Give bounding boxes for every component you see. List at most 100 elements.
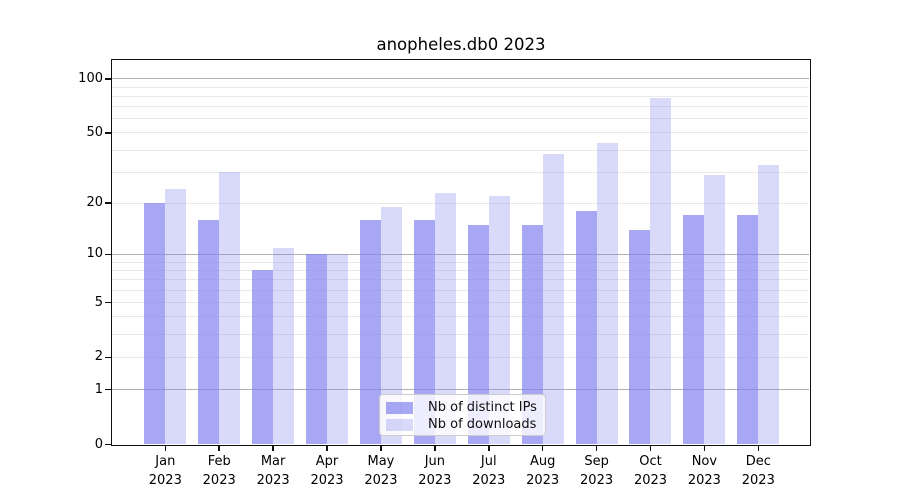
x-tick-mark [649, 446, 652, 451]
y-tick-mark [105, 301, 111, 304]
bar-distinct-ips-oct [629, 229, 651, 445]
legend-label-distinct-ips: Nb of distinct IPs [428, 400, 537, 415]
x-tick-mark [326, 446, 328, 451]
gridline [112, 171, 809, 173]
legend: Nb of distinct IPs Nb of downloads [379, 394, 546, 436]
bar-downloads-dec [758, 165, 780, 445]
x-tick-year: 2023 [472, 473, 506, 488]
gridline [112, 289, 809, 291]
x-tick-year: 2023 [687, 473, 721, 488]
gridline [112, 132, 809, 134]
y-tick-mark [105, 443, 111, 446]
gridline [112, 334, 809, 336]
x-tick-label: Feb 2023 [187, 452, 251, 490]
legend-swatch-distinct-ips [386, 401, 413, 414]
bar-downloads-feb [219, 172, 241, 445]
y-tick-mark [105, 253, 111, 256]
x-tick-month: Aug [529, 454, 556, 469]
x-tick-month: Jul [480, 454, 497, 469]
x-tick-label: Jun 2023 [403, 452, 467, 490]
x-tick-month: Oct [639, 454, 662, 469]
gridline [112, 269, 809, 271]
x-tick-mark [757, 446, 760, 451]
x-tick-label: Aug 2023 [511, 452, 575, 490]
bar-downloads-jul [488, 196, 510, 445]
x-tick-month: Mar [260, 454, 286, 469]
x-tick-mark [272, 446, 274, 451]
bar-downloads-aug [542, 154, 564, 445]
y-tick-label: 1 [94, 381, 103, 397]
bar-distinct-ips-may [359, 219, 381, 445]
gridline [112, 106, 809, 108]
legend-item-distinct-ips: Nb of distinct IPs [380, 399, 545, 416]
bar-distinct-ips-aug [521, 224, 543, 445]
bar-downloads-oct [650, 98, 672, 445]
x-tick-month: Nov [691, 454, 718, 469]
y-tick-label: 2 [94, 349, 103, 365]
gridline [112, 389, 809, 391]
x-tick-mark [488, 446, 490, 451]
bar-distinct-ips-mar [252, 270, 274, 445]
bar-downloads-jun [434, 192, 456, 445]
x-tick-year: 2023 [741, 473, 775, 488]
bar-distinct-ips-nov [683, 215, 705, 445]
y-tick-mark [105, 202, 111, 204]
y-tick-label: 50 [86, 124, 103, 140]
y-tick-mark [105, 78, 111, 80]
bar-downloads-nov [704, 174, 726, 445]
bar-downloads-jan [165, 189, 187, 445]
y-tick-mark [105, 388, 111, 391]
x-tick-month: Sep [584, 454, 609, 469]
y-tick-mark [105, 132, 111, 134]
x-tick-label: Sep 2023 [565, 452, 629, 490]
gridline [112, 78, 809, 80]
gridline [112, 316, 809, 318]
x-tick-year: 2023 [580, 473, 614, 488]
gridline [112, 253, 809, 255]
x-tick-year: 2023 [256, 473, 290, 488]
y-tick-label: 0 [94, 436, 103, 452]
x-tick-label: Apr 2023 [295, 452, 359, 490]
y-tick-label: 5 [94, 294, 103, 310]
x-tick-label: Jan 2023 [133, 452, 197, 490]
gridline [112, 95, 809, 97]
x-tick-month: May [367, 454, 395, 469]
gridline [112, 261, 809, 263]
chart-title: anopheles.db0 2023 [376, 35, 546, 54]
legend-item-downloads: Nb of downloads [380, 416, 545, 433]
x-tick-year: 2023 [633, 473, 668, 488]
y-tick-label: 100 [78, 70, 103, 86]
bar-distinct-ips-sep [575, 211, 597, 445]
bar-downloads-may [380, 207, 402, 445]
x-tick-month: Jan [155, 454, 176, 469]
x-tick-mark [218, 446, 220, 451]
x-tick-mark [595, 446, 598, 451]
x-tick-mark [380, 446, 382, 451]
bar-downloads-apr [327, 254, 349, 445]
x-tick-mark [434, 446, 436, 451]
gridline [112, 356, 809, 358]
x-tick-year: 2023 [202, 473, 236, 488]
x-tick-year: 2023 [148, 473, 182, 488]
y-tick-mark [105, 356, 111, 359]
x-tick-label: Oct 2023 [618, 452, 682, 490]
x-tick-mark [164, 446, 167, 451]
x-tick-year: 2023 [364, 473, 398, 488]
legend-label-downloads: Nb of downloads [428, 417, 537, 432]
gridline [112, 202, 809, 204]
x-tick-year: 2023 [310, 473, 344, 488]
x-tick-mark [541, 446, 544, 451]
x-tick-label: Dec 2023 [726, 452, 790, 490]
bar-downloads-sep [596, 142, 618, 445]
x-tick-month: Dec [745, 454, 771, 469]
gridline [112, 279, 809, 281]
x-tick-label: Mar 2023 [241, 452, 305, 490]
bar-distinct-ips-jun [413, 219, 435, 445]
y-tick-label: 10 [86, 246, 103, 262]
x-tick-mark [703, 446, 706, 451]
x-tick-label: Nov 2023 [672, 452, 736, 490]
x-tick-label: Jul 2023 [457, 452, 521, 490]
bar-distinct-ips-jul [467, 224, 489, 445]
x-tick-month: Apr [315, 454, 339, 469]
